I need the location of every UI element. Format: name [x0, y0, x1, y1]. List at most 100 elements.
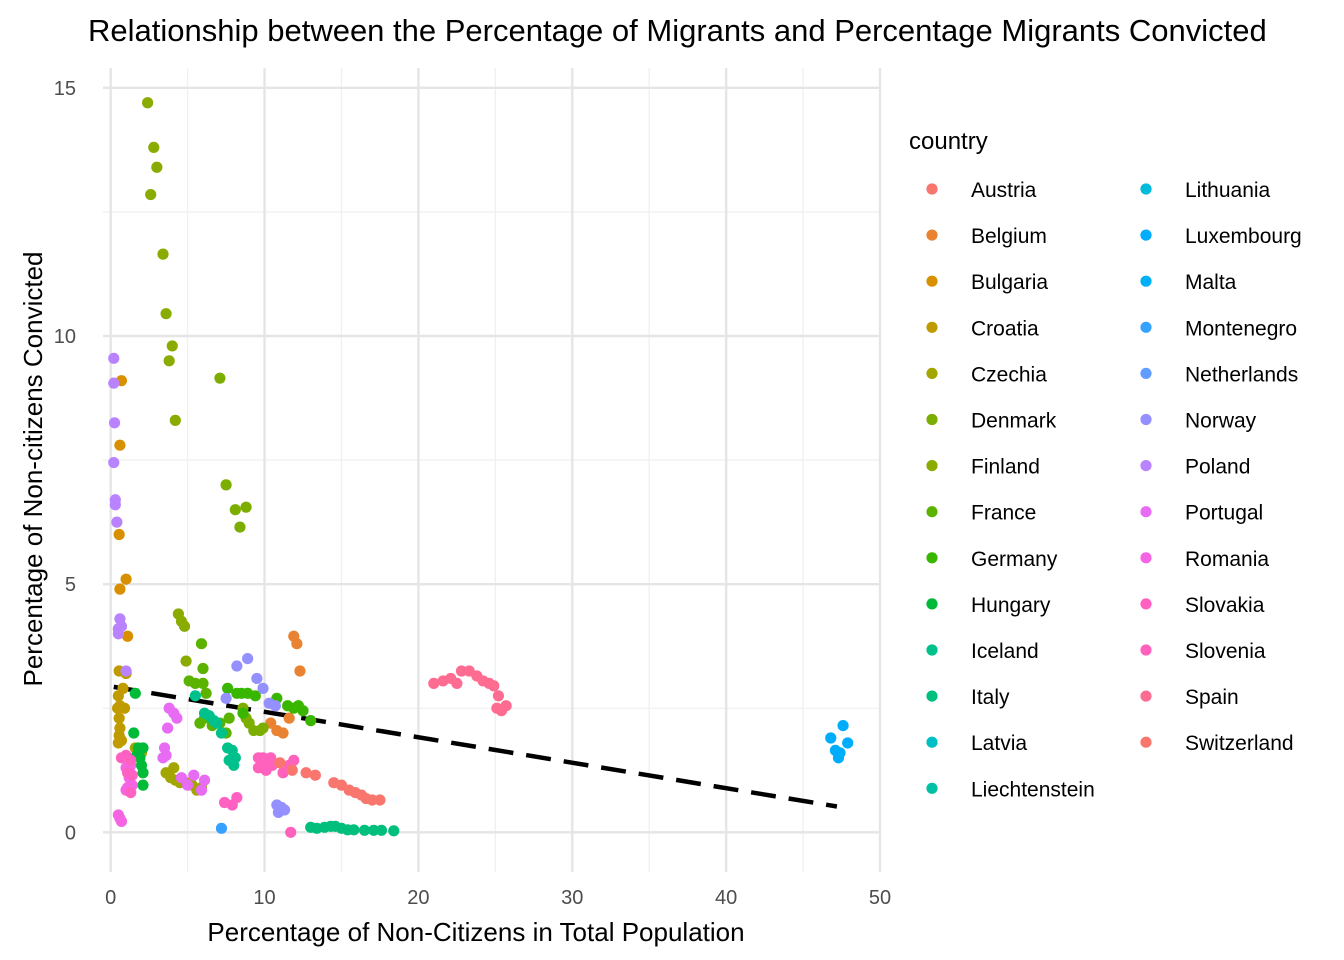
legend-item: Czechia	[926, 363, 1047, 386]
data-point	[108, 417, 121, 429]
data-point	[137, 779, 149, 791]
data-point	[388, 825, 400, 837]
legend-item: France	[926, 502, 1036, 525]
legend-key	[1140, 644, 1152, 656]
data-point	[251, 672, 263, 685]
data-point	[137, 767, 149, 779]
x-axis-title: Percentage of Non-Citizens in Total Popu…	[207, 917, 744, 947]
legend-key	[1140, 321, 1152, 333]
legend-key	[1140, 183, 1152, 195]
legend-item: Italy	[926, 686, 1010, 709]
x-tick-label: 0	[105, 887, 116, 909]
data-point	[222, 682, 234, 694]
data-point	[285, 826, 297, 838]
legend-item: Poland	[1140, 456, 1250, 479]
legend-key	[926, 782, 938, 794]
data-point	[111, 516, 123, 528]
legend-key	[926, 552, 938, 564]
legend-label: Hungary	[971, 594, 1051, 617]
data-point	[120, 665, 132, 677]
legend-label: Portugal	[1185, 502, 1263, 525]
data-point	[188, 769, 200, 781]
data-point	[108, 456, 120, 469]
legend-item: Norway	[1140, 410, 1257, 433]
data-point	[274, 757, 286, 769]
legend-label: Montenegro	[1185, 317, 1297, 340]
legend-label: Switzerland	[1185, 732, 1294, 755]
legend-key	[926, 229, 938, 241]
data-point	[125, 754, 137, 766]
legend-item: Portugal	[1140, 502, 1263, 525]
data-point	[215, 822, 228, 834]
trend-line	[113, 684, 838, 809]
x-tick-label: 40	[715, 887, 737, 909]
data-point	[825, 732, 837, 744]
legend-key	[926, 367, 938, 379]
data-point	[366, 794, 378, 806]
x-tick-label: 50	[869, 887, 891, 909]
data-point	[842, 737, 854, 749]
legend-key	[1140, 229, 1152, 241]
data-point	[309, 769, 321, 781]
data-point	[837, 719, 849, 732]
y-tick-label: 0	[65, 822, 76, 844]
x-tick-label: 10	[253, 887, 275, 909]
data-point	[488, 680, 500, 692]
data-point	[157, 752, 169, 764]
legend-label: Slovakia	[1185, 594, 1265, 617]
data-point	[115, 734, 128, 747]
legend-key	[1140, 552, 1152, 564]
data-point	[220, 479, 232, 491]
legend-label: Luxembourg	[1185, 225, 1302, 248]
legend-key	[926, 690, 938, 702]
data-point	[122, 630, 134, 642]
data-point	[277, 727, 289, 739]
x-tick-label: 30	[561, 887, 583, 909]
legend-label: Norway	[1185, 410, 1257, 433]
legend-key	[926, 183, 938, 195]
data-point	[166, 340, 178, 352]
legend-item: Slovenia	[1140, 640, 1266, 663]
data-point	[115, 815, 128, 827]
legend-label: Germany	[971, 548, 1058, 571]
legend-item: Hungary	[926, 594, 1051, 617]
legend-item: Croatia	[926, 317, 1039, 340]
legend-item: Netherlands	[1140, 363, 1298, 386]
data-point	[175, 772, 188, 784]
data-point	[151, 161, 163, 173]
y-tick-label: 10	[54, 326, 76, 348]
data-point	[168, 762, 180, 774]
data-point	[257, 722, 269, 734]
legend-label: Denmark	[971, 410, 1057, 433]
legend-item: Iceland	[926, 640, 1039, 663]
legend-label: Spain	[1185, 686, 1239, 709]
legend-item: Slovakia	[1140, 594, 1265, 617]
legend-label: Czechia	[971, 363, 1047, 386]
data-point	[240, 501, 252, 513]
data-point	[297, 705, 309, 717]
data-point	[162, 722, 174, 734]
legend-key	[926, 506, 938, 518]
data-point	[272, 806, 285, 819]
legend-item: Latvia	[926, 732, 1027, 755]
data-point	[231, 660, 243, 672]
legend-key	[926, 644, 938, 656]
data-point	[834, 747, 846, 759]
legend-label: Romania	[1185, 548, 1269, 571]
data-point	[300, 767, 312, 779]
data-point	[283, 712, 295, 724]
data-point	[198, 774, 211, 786]
data-point	[114, 583, 126, 595]
data-points	[108, 97, 854, 838]
data-point	[112, 690, 124, 702]
legend-label: Iceland	[971, 640, 1039, 663]
data-point	[120, 573, 132, 585]
data-point	[137, 742, 149, 754]
legend-label: Malta	[1185, 271, 1237, 294]
legend-label: Croatia	[971, 317, 1039, 340]
data-point	[113, 528, 125, 541]
data-point	[305, 715, 317, 727]
legend-label: Netherlands	[1185, 363, 1298, 386]
legend-key	[1140, 598, 1152, 610]
